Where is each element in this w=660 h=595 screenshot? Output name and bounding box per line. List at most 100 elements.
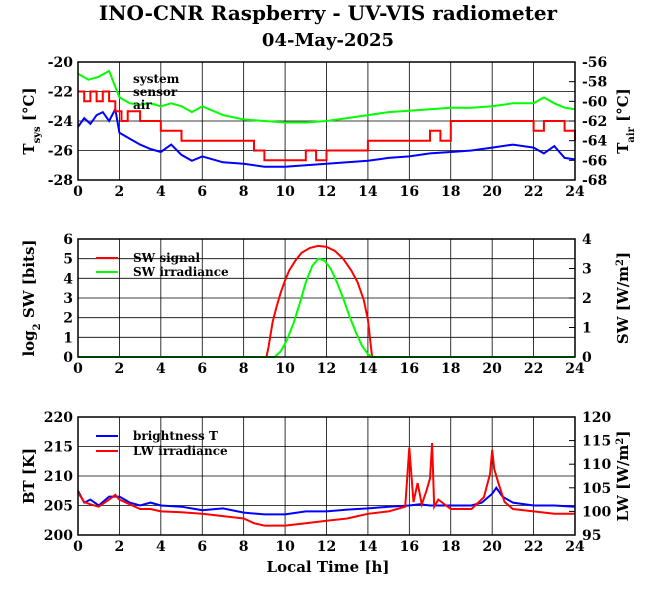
y-tick-label-right: 4: [582, 232, 592, 248]
y-axis-label-right: SW [W/m2]: [614, 252, 632, 344]
x-tick-label: 14: [358, 539, 378, 555]
legend-label: sensor: [133, 85, 178, 99]
x-tick-label: 10: [275, 539, 295, 555]
x-tick-label: 18: [441, 184, 460, 200]
y-tick-label-right: 0: [582, 350, 592, 366]
series-line-sw-signal: [78, 244, 575, 358]
x-tick-label: 8: [239, 361, 249, 377]
x-tick-label: 16: [400, 539, 419, 555]
y-tick-label-right: -60: [582, 94, 608, 110]
chart-subtitle: 04-May-2025: [262, 30, 394, 51]
series-line-sensor: [77, 69, 576, 124]
series-line-brightness-t: [77, 486, 576, 516]
x-tick-label: 18: [441, 361, 460, 377]
plot-frame: [77, 416, 576, 536]
x-tick-label: 12: [317, 539, 336, 555]
x-tick-label: 8: [239, 184, 249, 200]
x-tick-label: 14: [358, 361, 378, 377]
x-tick-label: 18: [441, 539, 460, 555]
y-tick-label-left: 2: [63, 311, 73, 327]
chart-title: INO-CNR Raspberry - UV-VIS radiometer: [99, 1, 558, 25]
x-tick-label: 22: [524, 184, 543, 200]
y-tick-label-right: 1: [582, 321, 592, 337]
legend-label: LW irradiance: [133, 444, 228, 458]
y-tick-label-right: 110: [582, 457, 611, 473]
y-tick-label-right: -58: [582, 75, 607, 91]
y-axis-label-left: BT [K]: [20, 448, 38, 504]
panel-temperature: 0 2 4 6 8 10 12 14 16 18 20 22 24-28-26-24-22-20-68-…: [20, 55, 637, 200]
x-tick-label: 16: [400, 361, 419, 377]
x-tick-label: 2: [115, 184, 125, 200]
y-tick-label-right: 95: [582, 528, 601, 544]
y-tick-label-left: 4: [63, 271, 73, 287]
x-tick-label: 10: [275, 361, 295, 377]
y-tick-label-left: 5: [63, 252, 73, 268]
y-tick-label-left: 210: [44, 469, 73, 485]
y-tick-label-left: 205: [44, 499, 73, 515]
y-tick-label-right: -56: [582, 55, 607, 71]
y-tick-label-right: -62: [582, 114, 607, 130]
y-axis-label-right: LW [W/m2]: [614, 431, 632, 522]
y-tick-label-left: 220: [44, 410, 73, 426]
y-tick-label-right: 105: [582, 481, 611, 497]
y-tick-label-left: 200: [44, 528, 73, 544]
series-line-lw-irradiance: [77, 442, 575, 527]
x-axis-label: Local Time [h]: [267, 558, 390, 576]
y-tick-label-right: -68: [582, 173, 607, 189]
x-tick-label: 8: [239, 539, 249, 555]
x-tick-label: 6: [197, 539, 207, 555]
x-tick-label: 6: [197, 361, 207, 377]
legend-label: SW irradiance: [133, 265, 229, 279]
x-tick-label: 12: [317, 184, 336, 200]
y-tick-label-left: -20: [48, 55, 74, 71]
y-tick-label-left: 0: [63, 350, 73, 366]
y-tick-label-left: 1: [63, 330, 73, 346]
x-tick-label: 10: [275, 184, 295, 200]
y-tick-label-left: -22: [48, 85, 73, 101]
panel-longwave: 0 2 4 6 8 10 12 14 16 18 20 22 242002052102152209510…: [20, 410, 632, 555]
y-tick-label-right: 115: [582, 434, 611, 450]
y-axis-label-left: log2 SW [bits]: [20, 239, 43, 356]
legend-label: SW signal: [133, 251, 201, 265]
x-tick-label: 24: [565, 184, 585, 200]
y-axis-label-left: Tsys [°C]: [20, 87, 43, 154]
y-tick-label-right: 100: [582, 504, 611, 520]
x-tick-label: 0: [73, 361, 83, 377]
x-tick-label: 2: [115, 361, 125, 377]
y-tick-label-left: 6: [63, 232, 73, 248]
y-tick-label-right: 120: [582, 410, 611, 426]
series-line-sw-irradiance: [78, 257, 575, 358]
x-tick-label: 20: [482, 184, 502, 200]
x-tick-label: 24: [565, 539, 585, 555]
x-tick-label: 20: [482, 361, 502, 377]
x-tick-label: 16: [400, 184, 419, 200]
x-tick-label: 0: [73, 539, 83, 555]
legend-label: air: [133, 98, 152, 112]
x-tick-label: 4: [156, 361, 166, 377]
x-tick-label: 0: [73, 184, 83, 200]
y-tick-label-left: 215: [44, 440, 73, 456]
x-tick-label: 2: [115, 539, 125, 555]
y-tick-label-right: -64: [582, 134, 608, 150]
legend-label: system: [133, 72, 180, 86]
x-tick-label: 4: [156, 539, 166, 555]
series-line-air: [78, 90, 576, 162]
series-line-system: [77, 106, 576, 168]
y-tick-label-left: -24: [48, 114, 74, 130]
x-tick-label: 6: [197, 184, 207, 200]
legend-label: brightness T: [133, 429, 218, 443]
y-tick-label-right: -66: [582, 153, 607, 169]
x-tick-label: 24: [565, 361, 585, 377]
plot-frame: [77, 238, 576, 358]
x-tick-label: 20: [482, 539, 502, 555]
y-tick-label-left: 3: [63, 291, 73, 307]
plot-frame: [77, 61, 576, 181]
x-tick-label: 22: [524, 539, 543, 555]
y-tick-label-right: 3: [582, 262, 592, 278]
y-tick-label-left: -28: [48, 173, 73, 189]
y-tick-label-right: 2: [582, 291, 592, 307]
x-tick-label: 22: [524, 361, 543, 377]
x-tick-label: 14: [358, 184, 378, 200]
